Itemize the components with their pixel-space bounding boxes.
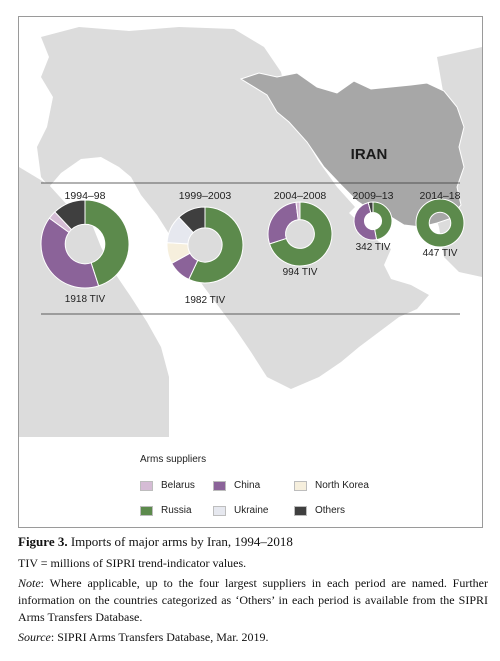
- period-label-5: 2014–18: [420, 190, 461, 202]
- legend-item-others: Others: [294, 505, 345, 516]
- map-chart: IRAN 1994–98 1918 TIV 1999–2003 1982 TIV 200…: [19, 27, 482, 437]
- iran-shape: [239, 72, 465, 228]
- donut-slice-belarus-3: [295, 201, 301, 221]
- legend-label-russia: Russia: [161, 505, 192, 516]
- legend-item-belarus: Belarus: [140, 480, 195, 491]
- total-label-1: 1918 TIV: [65, 294, 106, 305]
- period-label-1: 1994–98: [65, 190, 106, 202]
- legend-label-ukraine: Ukraine: [234, 505, 269, 516]
- note-paragraph: Note: Where applicable, up to the four l…: [18, 575, 488, 626]
- total-label-4: 342 TIV: [356, 242, 391, 253]
- donut-slice-russia-3: [268, 201, 333, 267]
- period-label-2: 1999–2003: [179, 190, 232, 202]
- donut-slice-russia-2: [188, 206, 244, 284]
- legend-label-others: Others: [315, 505, 346, 516]
- period-label-3: 2004–2008: [274, 190, 327, 202]
- figure-caption: Figure 3. Imports of major arms by Iran,…: [18, 533, 488, 649]
- total-label-2: 1982 TIV: [185, 295, 226, 306]
- legend-swatch-china: [213, 480, 226, 491]
- legend-label-north-korea: North Korea: [315, 480, 369, 491]
- legend-item-china: China: [213, 480, 260, 491]
- total-label-5: 447 TIV: [423, 248, 458, 259]
- note-text: : Where applicable, up to the four large…: [18, 576, 488, 624]
- land-west: [37, 27, 429, 389]
- figure-title-text: Imports of major arms by Iran, 1994–2018: [70, 534, 293, 549]
- legend-swatch-others: [294, 505, 307, 516]
- source-label: Source: [18, 630, 51, 644]
- donut-slice-russia-4: [372, 201, 393, 241]
- donut-slice-russia-1: [84, 199, 130, 287]
- legend-swatch-ukraine: [213, 505, 226, 516]
- legend-item-north-korea: North Korea: [294, 480, 369, 491]
- source-text: : SIPRI Arms Transfers Database, Mar. 20…: [50, 630, 269, 644]
- note-label: Note: [18, 576, 41, 590]
- period-label-4: 2009–13: [353, 190, 394, 202]
- tiv-note: TIV = millions of SIPRI trend-indicator …: [18, 556, 247, 570]
- donut-group: 1994–98 1918 TIV 1999–2003 1982 TIV 2004–200…: [40, 190, 465, 306]
- legend-label-belarus: Belarus: [161, 480, 195, 491]
- donut-slice-others-4: [367, 201, 374, 214]
- iran-label: IRAN: [351, 146, 388, 163]
- donut-slice-china-1: [40, 217, 100, 289]
- legend-swatch-belarus: [140, 480, 153, 491]
- legend-item-russia: Russia: [140, 505, 192, 516]
- figure-label: Figure 3.: [18, 534, 68, 549]
- total-label-3: 994 TIV: [283, 267, 318, 278]
- donut-slice-others-1: [54, 199, 86, 231]
- donut-slice-china-4: [353, 201, 378, 241]
- legend-label-china: China: [234, 480, 261, 491]
- source-line: Source: SIPRI Arms Transfers Database, M…: [18, 629, 488, 646]
- legend-title: Arms suppliers: [140, 454, 207, 465]
- donut-slice-others-2: [178, 206, 206, 234]
- legend-swatch-russia: [140, 505, 153, 516]
- legend-swatch-north-korea: [294, 480, 307, 491]
- figure-title: Figure 3. Imports of major arms by Iran,…: [18, 533, 488, 551]
- legend-item-ukraine: Ukraine: [213, 505, 268, 516]
- figure-panel: IRAN 1994–98 1918 TIV 1999–2003 1982 TIV 200…: [18, 16, 483, 528]
- donut-slice-russia-5: [415, 198, 465, 248]
